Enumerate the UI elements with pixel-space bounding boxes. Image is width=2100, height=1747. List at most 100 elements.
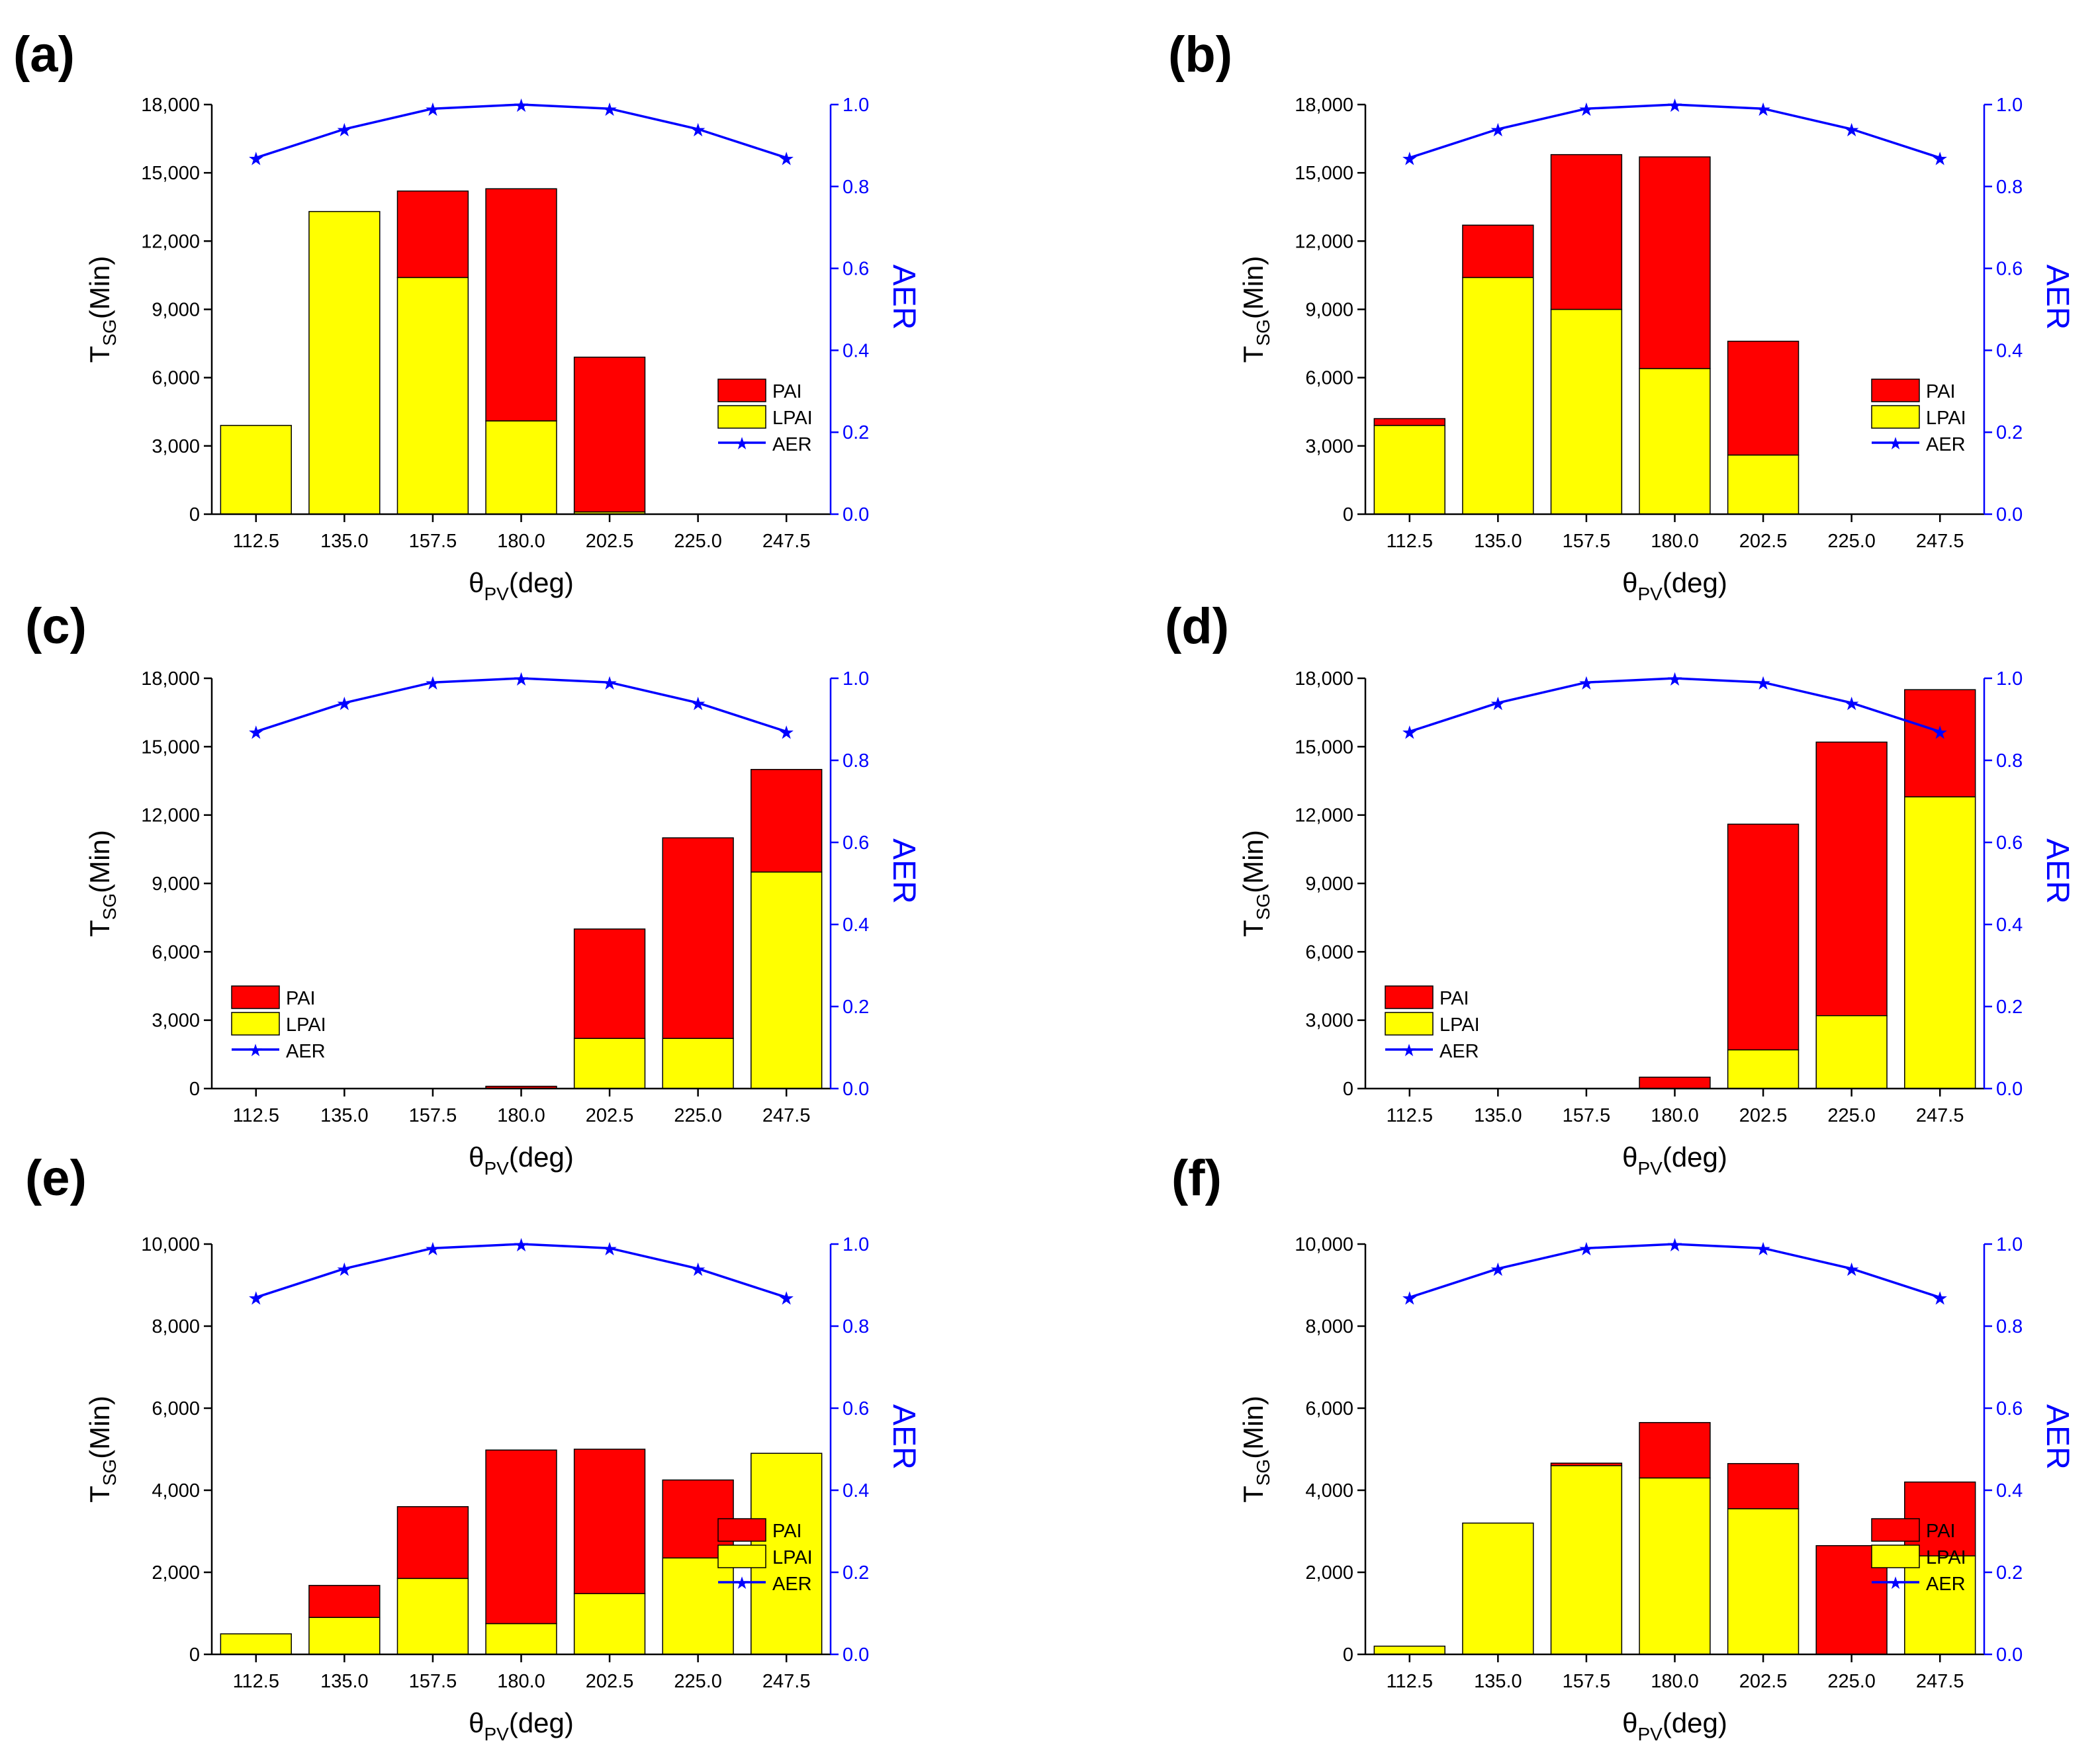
bar-pai — [1639, 156, 1711, 369]
legend-swatch-lpai — [231, 1012, 280, 1036]
x-axis-title-symbol: θ — [469, 1142, 484, 1173]
bar-lpai — [751, 872, 823, 1089]
y-axis-title: TSG(Min) — [1238, 1396, 1273, 1503]
y-tick-label: 0 — [1343, 504, 1353, 525]
aer-point: ★ — [690, 120, 706, 140]
x-axis-title-unit: (deg) — [1663, 567, 1727, 598]
legend-label-aer: AER — [772, 434, 812, 455]
y-axis-title-subscript: SG — [99, 1459, 120, 1486]
y2-tick-label: 0.6 — [843, 259, 869, 280]
aer-point: ★ — [248, 723, 264, 743]
y2-tick-label: 0.0 — [1996, 1079, 2023, 1100]
x-axis-title-subscript: PV — [484, 584, 509, 604]
y-axis-title-symbol: T — [1238, 920, 1269, 937]
y-tick-label: 10,000 — [1295, 1234, 1353, 1255]
aer-point: ★ — [513, 669, 529, 690]
aer-line — [1409, 677, 1940, 733]
y-axis-title-subscript: SG — [1253, 893, 1273, 920]
x-axis-title: θPV(deg) — [469, 1707, 574, 1744]
legend-marker-aer: ★ — [1888, 433, 1903, 453]
aer-line — [255, 677, 787, 733]
bar-lpai — [396, 277, 469, 515]
bar-lpai — [396, 1578, 469, 1655]
bar-lpai — [485, 420, 557, 515]
y-axis-title-unit: (Min) — [1238, 256, 1269, 320]
x-axis-title-unit: (deg) — [509, 1142, 574, 1173]
chart-panel-6: (f) 0 2,000 4,000 6,000 8,000 10,000 0.0 0.2 0.4 0… — [1171, 1150, 2075, 1744]
y2-tick-label: 0.2 — [1996, 997, 2023, 1018]
x-tick-label: 112.5 — [233, 531, 279, 552]
x-axis-title-subscript: PV — [1637, 584, 1663, 604]
aer-point: ★ — [1932, 148, 1948, 169]
y2-tick-label: 0.6 — [843, 832, 869, 854]
aer-point: ★ — [1490, 694, 1506, 714]
bar-lpai — [1373, 425, 1445, 515]
y2-tick-label: 1.0 — [1996, 668, 2023, 690]
x-tick-label: 202.5 — [1739, 531, 1788, 552]
x-axis-title-subscript: PV — [484, 1724, 509, 1744]
y-axis-title: TSG(Min) — [84, 256, 120, 363]
y-tick-label: 2,000 — [152, 1562, 200, 1584]
y2-axis-title: AER — [886, 838, 921, 904]
x-tick-label: 247.5 — [1916, 531, 1964, 552]
x-axis-title: θPV(deg) — [469, 1142, 574, 1179]
bar-pai — [573, 1449, 646, 1594]
aer-point: ★ — [424, 1239, 441, 1259]
y-axis-title-symbol: T — [84, 1486, 115, 1503]
y-axis-title-unit: (Min) — [84, 830, 115, 893]
y-tick-label: 0 — [189, 504, 200, 525]
x-tick-label: 157.5 — [409, 1671, 457, 1692]
x-tick-label: 225.0 — [1827, 531, 1876, 552]
x-axis-title-unit: (deg) — [509, 1707, 574, 1738]
bar-pai — [1639, 1077, 1711, 1089]
panel-label: (e) — [25, 1150, 87, 1206]
y-axis-title-subscript: SG — [99, 893, 120, 920]
bar-pai — [751, 769, 823, 873]
y2-tick-label: 0.4 — [843, 915, 869, 936]
bar-pai — [485, 1449, 557, 1625]
bar-lpai — [1373, 1645, 1445, 1655]
bar-lpai — [220, 1633, 292, 1655]
bar-pai — [308, 1585, 381, 1618]
y-tick-label: 9,000 — [1305, 874, 1353, 895]
aer-point: ★ — [1666, 669, 1683, 690]
aer-point: ★ — [602, 673, 618, 694]
aer-point: ★ — [602, 1239, 618, 1259]
bar-lpai — [1727, 1508, 1800, 1655]
x-tick-label: 135.0 — [1474, 1671, 1522, 1692]
legend-label-aer: AER — [1926, 434, 1966, 455]
chart-panel-4: (d) 0 3,000 6,000 9,000 12,000 15,000 18,000 0.0… — [1165, 598, 2075, 1179]
chart-panel-2: (b) 0 3,000 6,000 9,000 12,000 15,000 18,000 0.0… — [1168, 26, 2075, 604]
y2-tick-label: 0.6 — [1996, 259, 2023, 280]
x-tick-label: 247.5 — [1916, 1105, 1964, 1126]
y-tick-label: 12,000 — [1295, 805, 1353, 827]
aer-point: ★ — [1490, 120, 1506, 140]
legend: PAI LPAI ★ AER — [231, 985, 326, 1062]
y-tick-label: 3,000 — [152, 1010, 200, 1032]
y2-tick-label: 0.2 — [843, 1562, 869, 1584]
y-axis-title-subscript: SG — [99, 319, 120, 345]
legend-label-lpai: LPAI — [772, 408, 813, 429]
y-tick-label: 6,000 — [152, 368, 200, 389]
panel-label: (b) — [1168, 26, 1232, 83]
y2-tick-label: 0.0 — [843, 504, 869, 525]
y2-tick-label: 0.8 — [843, 177, 869, 198]
x-axis-title-unit: (deg) — [1663, 1707, 1727, 1738]
legend-label-lpai: LPAI — [1926, 1547, 1966, 1568]
y2-tick-label: 0.8 — [1996, 750, 2023, 772]
x-tick-label: 135.0 — [320, 1671, 369, 1692]
legend-marker-aer: ★ — [1401, 1040, 1416, 1060]
y-tick-label: 12,000 — [141, 805, 200, 827]
legend-label-aer: AER — [286, 1041, 326, 1062]
y-tick-label: 3,000 — [1305, 436, 1353, 457]
x-tick-label: 157.5 — [409, 1105, 457, 1126]
bar-lpai — [220, 425, 292, 515]
y-tick-label: 4,000 — [152, 1480, 200, 1501]
legend: PAI LPAI ★ AER — [1871, 1518, 1966, 1595]
bar-lpai — [1462, 1522, 1534, 1655]
aer-point: ★ — [336, 694, 353, 714]
y-tick-label: 15,000 — [1295, 737, 1353, 758]
x-tick-label: 247.5 — [762, 1671, 811, 1692]
y-axis-title: TSG(Min) — [84, 1396, 120, 1503]
y2-tick-label: 0.8 — [1996, 177, 2023, 198]
